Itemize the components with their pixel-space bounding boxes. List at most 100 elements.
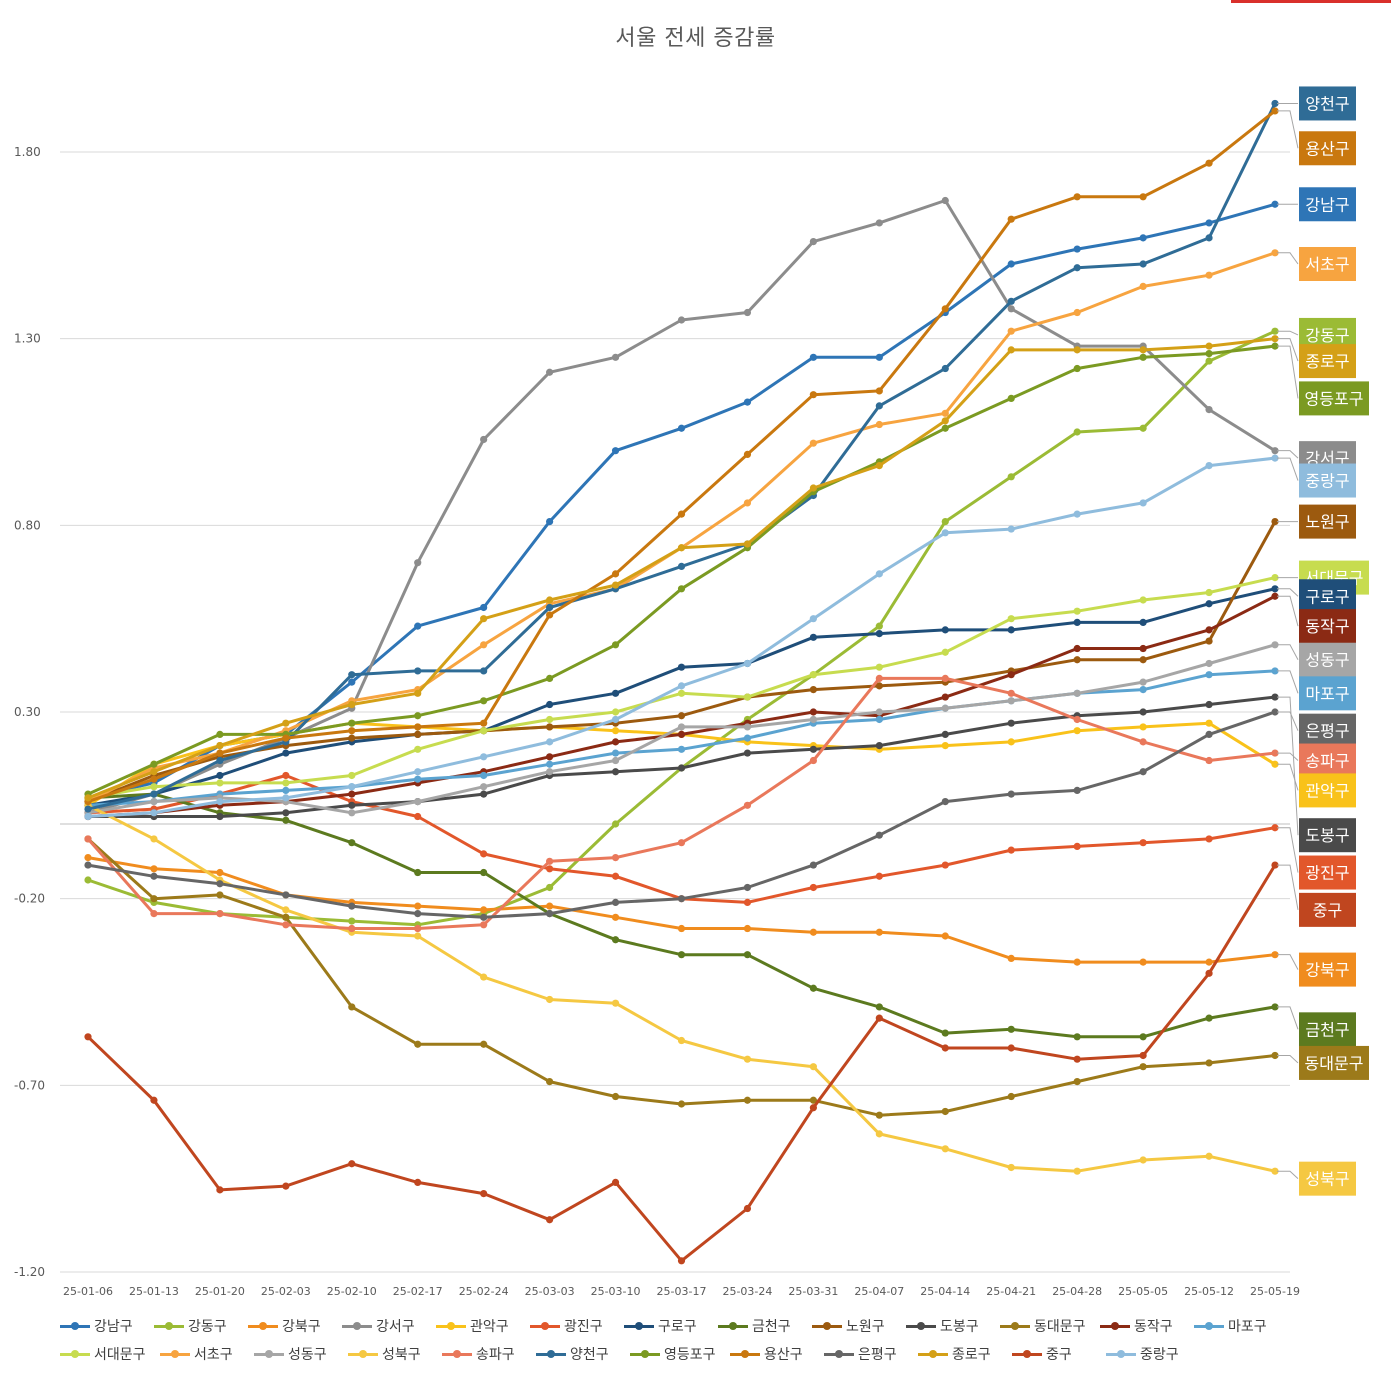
data-point bbox=[875, 715, 883, 724]
data-point bbox=[414, 712, 422, 720]
data-point bbox=[1139, 1033, 1147, 1041]
data-point bbox=[743, 898, 752, 907]
data-point bbox=[611, 689, 620, 697]
data-point bbox=[414, 689, 422, 697]
data-point bbox=[1271, 1051, 1279, 1060]
data-point bbox=[1007, 305, 1015, 313]
series-중구 bbox=[84, 861, 1279, 1265]
data-point bbox=[414, 559, 422, 567]
data-point bbox=[480, 973, 488, 981]
end-label-box bbox=[1299, 1045, 1369, 1080]
data-point bbox=[1007, 297, 1015, 305]
leader-line bbox=[1277, 696, 1299, 836]
legend-marker-icon bbox=[342, 1320, 372, 1332]
data-point bbox=[875, 872, 883, 880]
data-point bbox=[1139, 234, 1147, 242]
data-point bbox=[941, 424, 949, 432]
data-point bbox=[84, 1033, 92, 1041]
data-point bbox=[480, 771, 488, 780]
data-point bbox=[941, 932, 949, 940]
legend-item: 강서구 bbox=[342, 1316, 436, 1336]
data-point bbox=[875, 674, 883, 683]
leader-line bbox=[1277, 1170, 1299, 1180]
legend-marker-icon bbox=[348, 1348, 378, 1360]
data-point bbox=[1271, 200, 1279, 208]
chart-title: 서울 전세 증감률 bbox=[615, 26, 776, 51]
leader-line bbox=[1277, 338, 1299, 362]
data-point bbox=[1073, 958, 1081, 966]
series-line bbox=[86, 837, 1276, 1117]
legend-marker-icon bbox=[60, 1348, 90, 1360]
data-point bbox=[1007, 689, 1015, 697]
data-point bbox=[1205, 835, 1213, 843]
data-point bbox=[875, 630, 883, 638]
data-point bbox=[743, 883, 752, 892]
y-tick-label: 1.80 bbox=[14, 145, 41, 159]
data-point bbox=[282, 779, 290, 787]
data-point bbox=[677, 712, 686, 720]
data-point bbox=[677, 745, 686, 753]
data-point bbox=[216, 771, 224, 780]
data-point bbox=[216, 891, 224, 899]
data-point bbox=[1007, 327, 1015, 335]
data-point bbox=[611, 570, 620, 578]
data-point bbox=[1205, 756, 1213, 765]
data-point bbox=[348, 727, 356, 735]
end-label-동작구: 동작구 bbox=[1277, 595, 1356, 644]
data-point bbox=[1139, 499, 1147, 507]
data-point bbox=[546, 596, 554, 604]
data-point bbox=[941, 1044, 949, 1052]
data-point bbox=[1139, 193, 1147, 201]
data-point bbox=[546, 738, 554, 746]
x-tick-label: 25-02-24 bbox=[459, 1285, 509, 1298]
data-point bbox=[941, 417, 949, 425]
x-tick-label: 25-03-03 bbox=[525, 1285, 575, 1298]
data-point bbox=[1073, 1033, 1081, 1041]
data-point bbox=[1007, 473, 1015, 481]
data-point bbox=[1139, 678, 1147, 686]
data-point bbox=[941, 364, 949, 373]
data-point bbox=[1073, 346, 1081, 354]
data-point bbox=[677, 723, 686, 731]
data-point bbox=[1205, 588, 1213, 597]
series-line bbox=[87, 587, 1276, 807]
end-label-box bbox=[1299, 642, 1356, 677]
data-point bbox=[1205, 700, 1213, 709]
data-point bbox=[1139, 839, 1147, 847]
data-point bbox=[809, 708, 817, 716]
leader-line bbox=[1277, 644, 1299, 660]
series-line bbox=[87, 109, 1276, 804]
legend-item: 금천구 bbox=[718, 1316, 812, 1336]
data-point bbox=[1139, 260, 1147, 268]
data-point bbox=[414, 868, 422, 877]
series-구로구 bbox=[84, 585, 1279, 809]
data-point bbox=[941, 798, 949, 806]
data-point bbox=[1139, 723, 1147, 731]
data-point bbox=[941, 730, 949, 739]
data-point bbox=[1271, 1167, 1279, 1175]
data-point bbox=[150, 865, 158, 873]
data-point bbox=[809, 353, 817, 361]
data-point bbox=[1205, 350, 1213, 358]
data-point bbox=[1073, 1167, 1081, 1175]
data-point bbox=[348, 839, 356, 847]
data-point bbox=[941, 305, 949, 313]
legend-marker-icon bbox=[436, 1320, 466, 1332]
legend-marker-icon bbox=[60, 1320, 90, 1332]
end-label-text: 동작구 bbox=[1305, 617, 1349, 636]
data-point bbox=[216, 880, 224, 888]
end-label-금천구: 금천구 bbox=[1277, 1006, 1356, 1047]
data-point bbox=[677, 1036, 686, 1045]
y-tick-label: 1.30 bbox=[14, 332, 41, 346]
data-point bbox=[414, 667, 422, 675]
data-point bbox=[1073, 193, 1081, 201]
data-point bbox=[1205, 958, 1213, 966]
data-point bbox=[216, 1186, 224, 1194]
data-point bbox=[546, 753, 554, 761]
x-tick-label: 25-04-14 bbox=[920, 1285, 970, 1298]
end-label-text: 성북구 bbox=[1305, 1170, 1349, 1189]
end-label-box bbox=[1299, 855, 1356, 890]
data-point bbox=[150, 809, 158, 817]
end-label-동대문구: 동대문구 bbox=[1277, 1045, 1369, 1080]
